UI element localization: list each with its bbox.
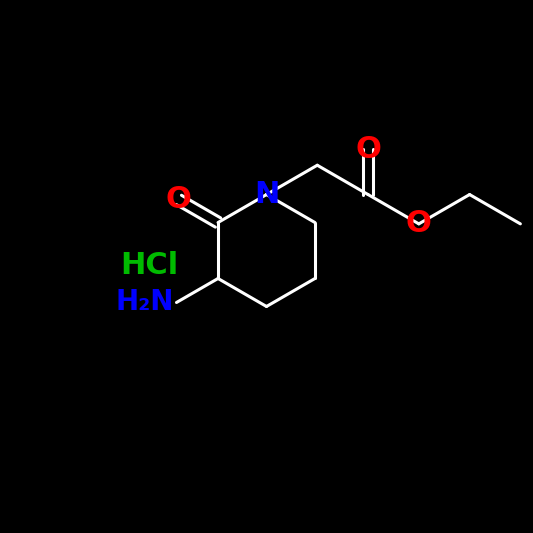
Text: O: O (166, 185, 192, 214)
Text: HCl: HCl (120, 251, 179, 280)
Text: H₂N: H₂N (116, 288, 174, 317)
Text: O: O (406, 209, 432, 238)
Text: O: O (355, 135, 381, 164)
Text: N: N (254, 180, 279, 209)
